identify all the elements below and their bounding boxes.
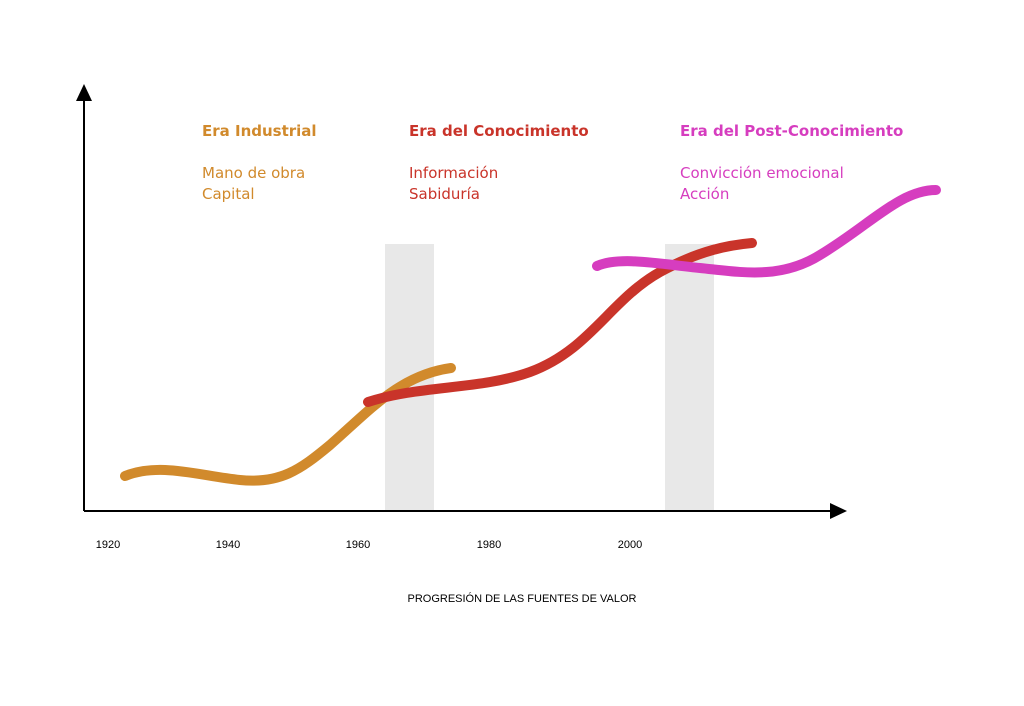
knowledge-curve [363,238,757,407]
era-item: Acción [680,185,729,203]
y-axis-arrow [76,84,92,101]
era-item: Convicción emocional [680,164,844,182]
era-item: Mano de obra [202,164,305,182]
era-item: Sabiduría [409,185,480,203]
era-item: Información [409,164,498,182]
era-item: Capital [202,185,255,203]
x-tick-label: 1960 [346,539,370,551]
era-title: Era del Conocimiento [409,122,589,140]
post-knowledge-curve [592,185,941,278]
era-title: Era Industrial [202,122,317,140]
era-title: Era del Post-Conocimiento [680,122,903,140]
transition-band [665,244,714,511]
x-tick-label: 1920 [96,539,120,551]
x-tick-label: 1980 [477,539,501,551]
x-axis-label: PROGRESIÓN DE LAS FUENTES DE VALOR [407,592,636,605]
x-tick-label: 1940 [216,539,240,551]
x-tick-label: 2000 [618,539,642,551]
x-axis-arrow [830,503,847,519]
